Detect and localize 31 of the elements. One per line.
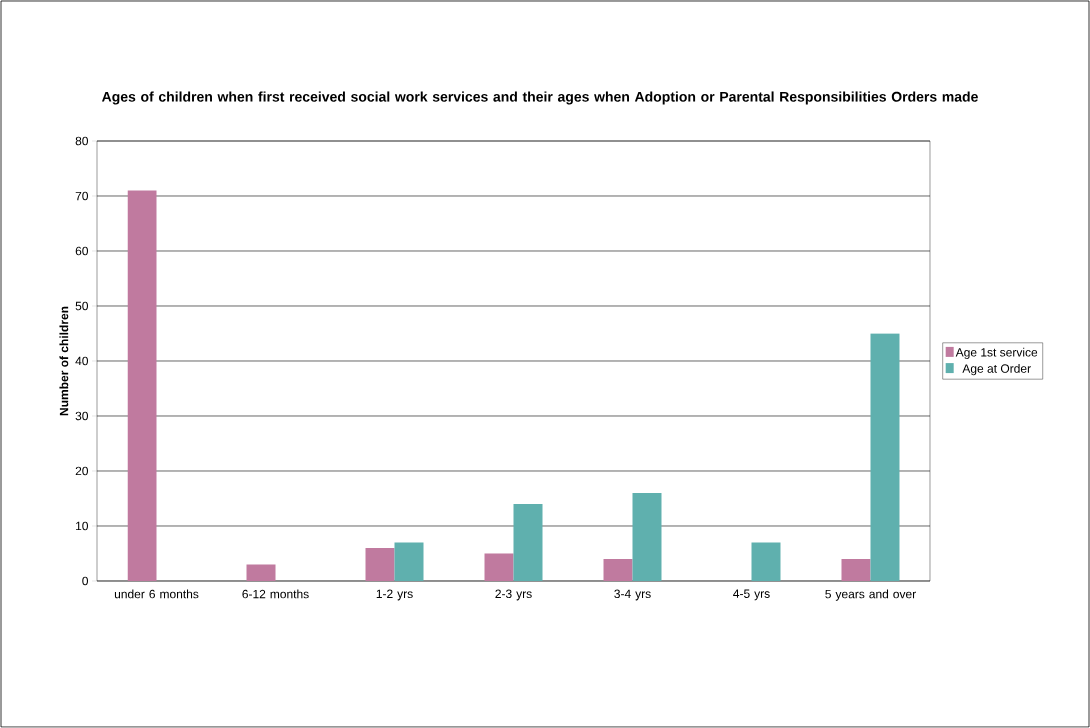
bar	[751, 542, 781, 581]
bar	[870, 333, 900, 581]
legend-label: Age at Order	[962, 364, 1031, 376]
bar	[603, 558, 633, 581]
bar	[394, 542, 424, 581]
y-tick-label: 80	[75, 136, 89, 146]
x-tick-label: 4-5 yrs	[733, 589, 770, 601]
y-tick-label: 10	[76, 521, 89, 531]
bar	[513, 503, 543, 581]
y-tick-label: 60	[75, 246, 89, 256]
bar	[484, 553, 514, 581]
bar	[632, 492, 662, 581]
x-tick-label: 6-12 months	[242, 589, 309, 599]
y-tick-label: 40	[75, 356, 89, 366]
y-tick-label: 50	[75, 301, 89, 311]
y-tick-label: 70	[75, 191, 89, 201]
y-tick-label: 30	[75, 411, 89, 421]
x-tick-label: 3-4 yrs	[614, 589, 651, 601]
legend-label: Age 1st service	[955, 347, 1038, 359]
x-tick-label: 1-2 yrs	[376, 589, 413, 601]
bar	[127, 190, 157, 581]
bar	[841, 558, 871, 581]
y-tick-label: 20	[75, 466, 89, 476]
x-tick-label: 5 years and over	[825, 589, 916, 601]
bar	[365, 547, 395, 581]
bar	[246, 564, 276, 581]
y-axis-title: Number of children	[59, 306, 69, 416]
chart-title: Ages of children when first received social work services and their ages when Adoption or Parental Responsibilities Orders made	[101, 91, 978, 105]
x-tick-label: under 6 months	[114, 589, 199, 599]
y-tick-label: 0	[82, 576, 89, 586]
x-tick-label: 2-3 yrs	[495, 589, 532, 601]
